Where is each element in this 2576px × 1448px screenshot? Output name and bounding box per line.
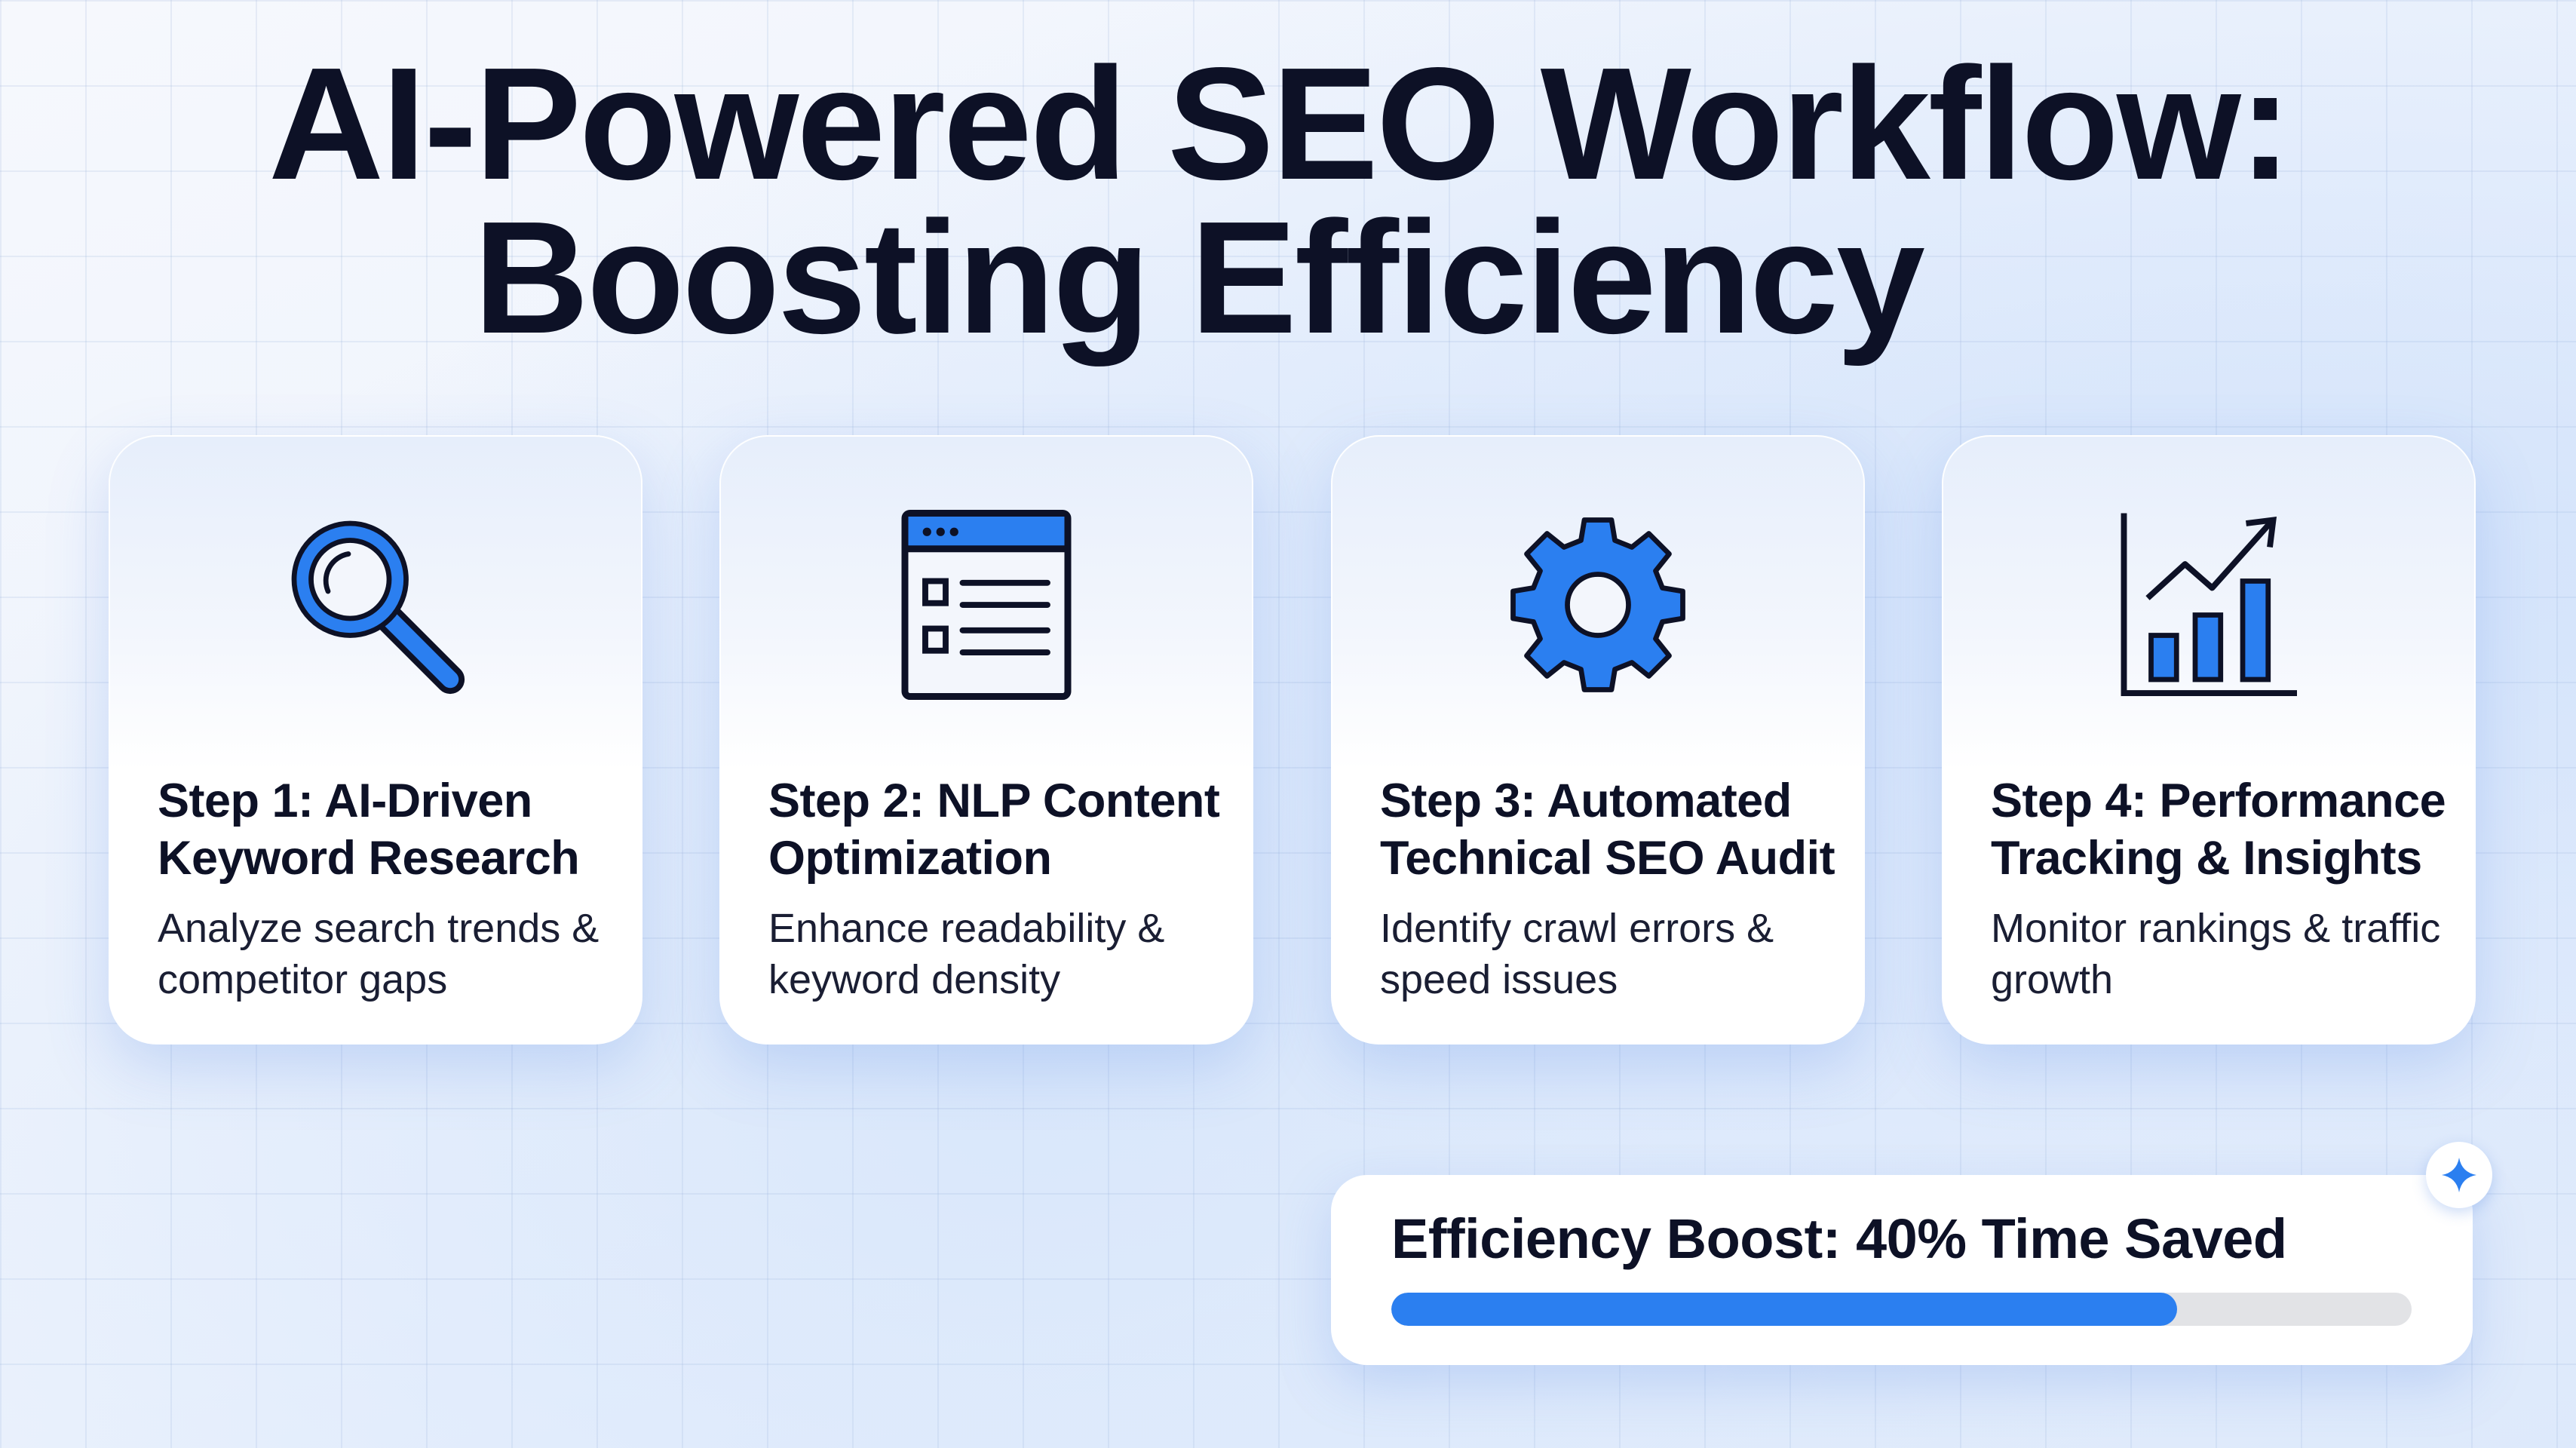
step-title: Step 4: Performance Tracking & Insights <box>1991 775 2446 885</box>
magnifier-icon <box>291 520 465 695</box>
page-title-line-1: AI-Powered SEO Workflow: <box>268 34 2292 213</box>
page-title-line-2: Boosting Efficiency <box>474 188 1925 367</box>
efficiency-panel: Efficiency Boost: 40% Time Saved <box>1331 1175 2473 1365</box>
sparkle-badge <box>2426 1142 2492 1208</box>
step-title: Step 1: AI-Driven Keyword Research <box>158 775 580 885</box>
step-card-3: Step 3: Automated Technical SEO Audit Id… <box>1331 435 1865 1045</box>
step-card-4: Step 4: Performance Tracking & Insights … <box>1942 435 2476 1045</box>
step-title: Step 2: NLP Content Optimization <box>768 775 1220 885</box>
efficiency-progress-fill <box>1391 1293 2177 1326</box>
step-card-1: Step 1: AI-Driven Keyword Research Analy… <box>109 435 642 1045</box>
efficiency-progress-bar <box>1391 1293 2412 1326</box>
gear-icon <box>1510 517 1685 692</box>
step-description: Analyze search trends & competitor gaps <box>158 906 600 1002</box>
step-card-2: Step 2: NLP Content Optimization Enhance… <box>719 435 1253 1045</box>
document-list-icon <box>901 510 1072 700</box>
bar-chart-growth-icon <box>2121 513 2297 696</box>
step-title: Step 3: Automated Technical SEO Audit <box>1380 775 1835 885</box>
efficiency-label: Efficiency Boost: 40% Time Saved <box>1391 1207 2287 1270</box>
step-description: Enhance readability & keyword density <box>768 906 1165 1002</box>
step-description: Identify crawl errors & speed issues <box>1380 906 1774 1002</box>
step-description: Monitor rankings & traffic growth <box>1991 906 2441 1002</box>
sparkle-icon <box>2442 1158 2476 1192</box>
